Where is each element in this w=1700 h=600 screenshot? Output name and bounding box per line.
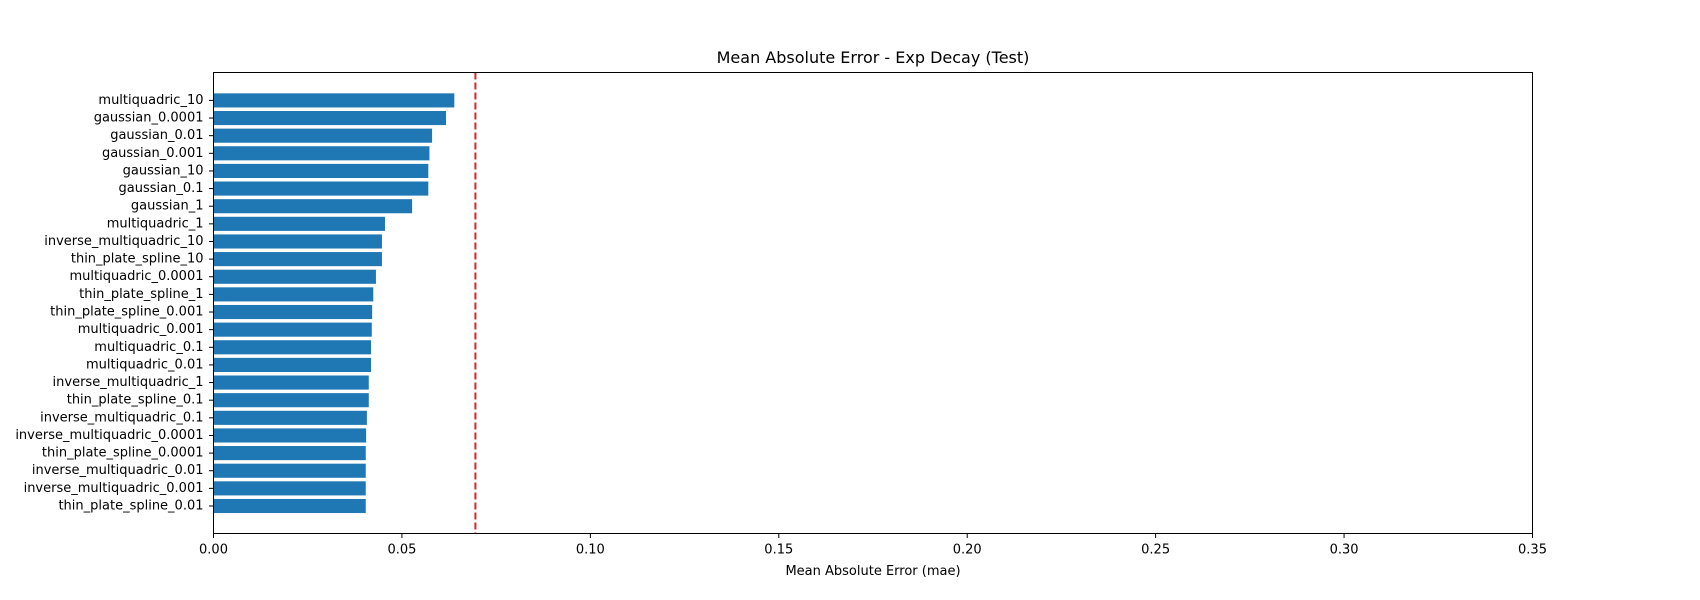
y-tick-label: thin_plate_spline_1 <box>79 287 203 302</box>
bar-gaussian_0.0001 <box>213 110 447 126</box>
y-tick-label: gaussian_0.0001 <box>94 111 204 126</box>
bar-thin_plate_spline_0.1 <box>213 393 369 408</box>
x-tick-label: 0.10 <box>576 543 605 558</box>
x-tick-label: 0.35 <box>1518 543 1547 558</box>
y-tick-label: thin_plate_spline_10 <box>71 252 204 267</box>
plot-frame <box>213 72 1533 534</box>
y-tick-label: thin_plate_spline_0.001 <box>50 305 203 320</box>
bar-multiquadric_0.1 <box>213 340 372 355</box>
x-tick-label: 0.05 <box>387 543 416 558</box>
bar-gaussian_0.001 <box>213 146 430 161</box>
bar-gaussian_1 <box>213 199 413 214</box>
bar-gaussian_0.1 <box>213 181 429 196</box>
x-axis-label: Mean Absolute Error (mae) <box>785 564 960 579</box>
y-tick-label: inverse_multiquadric_0.0001 <box>15 428 203 443</box>
y-tick-label: multiquadric_0.0001 <box>69 269 203 284</box>
bar-inverse_multiquadric_0.01 <box>213 463 366 478</box>
bar-inverse_multiquadric_10 <box>213 234 382 249</box>
bar-multiquadric_10 <box>213 93 455 108</box>
bar-multiquadric_0.0001 <box>213 269 376 284</box>
bar-thin_plate_spline_0.001 <box>213 304 373 320</box>
y-tick-label: inverse_multiquadric_0.1 <box>40 410 203 425</box>
bar-gaussian_10 <box>213 163 429 178</box>
y-tick-label: multiquadric_10 <box>98 93 203 108</box>
y-tick-label: gaussian_0.001 <box>102 146 204 161</box>
y-tick-label: gaussian_10 <box>123 163 204 178</box>
y-tick-label: gaussian_0.1 <box>119 181 204 196</box>
bar-thin_plate_spline_0.01 <box>213 498 366 514</box>
bar-multiquadric_0.01 <box>213 357 372 372</box>
bar-thin_plate_spline_1 <box>213 287 374 302</box>
y-axis: multiquadric_10 gaussian_0.0001 gaussian_0… <box>15 93 214 514</box>
bar-thin_plate_spline_10 <box>213 252 382 267</box>
y-tick-label: thin_plate_spline_0.0001 <box>42 446 204 461</box>
bar-multiquadric_0.001 <box>213 322 372 337</box>
y-tick-label: inverse_multiquadric_10 <box>44 234 203 249</box>
y-tick-label: thin_plate_spline_0.1 <box>67 393 204 408</box>
x-tick-label: 0.30 <box>1330 543 1359 558</box>
x-tick-label: 0.15 <box>764 543 793 558</box>
bar-thin_plate_spline_0.0001 <box>213 446 366 461</box>
y-tick-label: inverse_multiquadric_1 <box>53 375 204 390</box>
bar-inverse_multiquadric_0.1 <box>213 410 367 425</box>
x-tick-label: 0.00 <box>199 543 228 558</box>
y-tick-label: multiquadric_0.001 <box>78 322 204 337</box>
y-tick-label: inverse_multiquadric_0.01 <box>32 463 204 478</box>
y-tick-label: multiquadric_0.1 <box>94 340 203 355</box>
x-tick-label: 0.25 <box>1141 543 1170 558</box>
y-tick-label: multiquadric_0.01 <box>86 357 203 372</box>
x-tick-label: 0.20 <box>953 543 982 558</box>
y-tick-label: multiquadric_1 <box>107 216 204 231</box>
chart-title: Mean Absolute Error - Exp Decay (Test) <box>717 48 1030 67</box>
bar-inverse_multiquadric_1 <box>213 375 369 390</box>
bar-inverse_multiquadric_0.0001 <box>213 428 367 443</box>
bars-layer <box>213 93 455 514</box>
x-axis: 0.00 0.05 0.10 0.15 0.20 0.25 0.30 0.35 <box>199 533 1547 558</box>
y-tick-label: inverse_multiquadric_0.001 <box>24 481 204 496</box>
y-tick-label: gaussian_1 <box>131 199 204 214</box>
bar-inverse_multiquadric_0.001 <box>213 481 366 496</box>
y-tick-label: gaussian_0.01 <box>110 128 203 143</box>
y-tick-label: thin_plate_spline_0.01 <box>58 499 203 514</box>
bar-multiquadric_1 <box>213 216 385 231</box>
bar-gaussian_0.01 <box>213 128 433 143</box>
